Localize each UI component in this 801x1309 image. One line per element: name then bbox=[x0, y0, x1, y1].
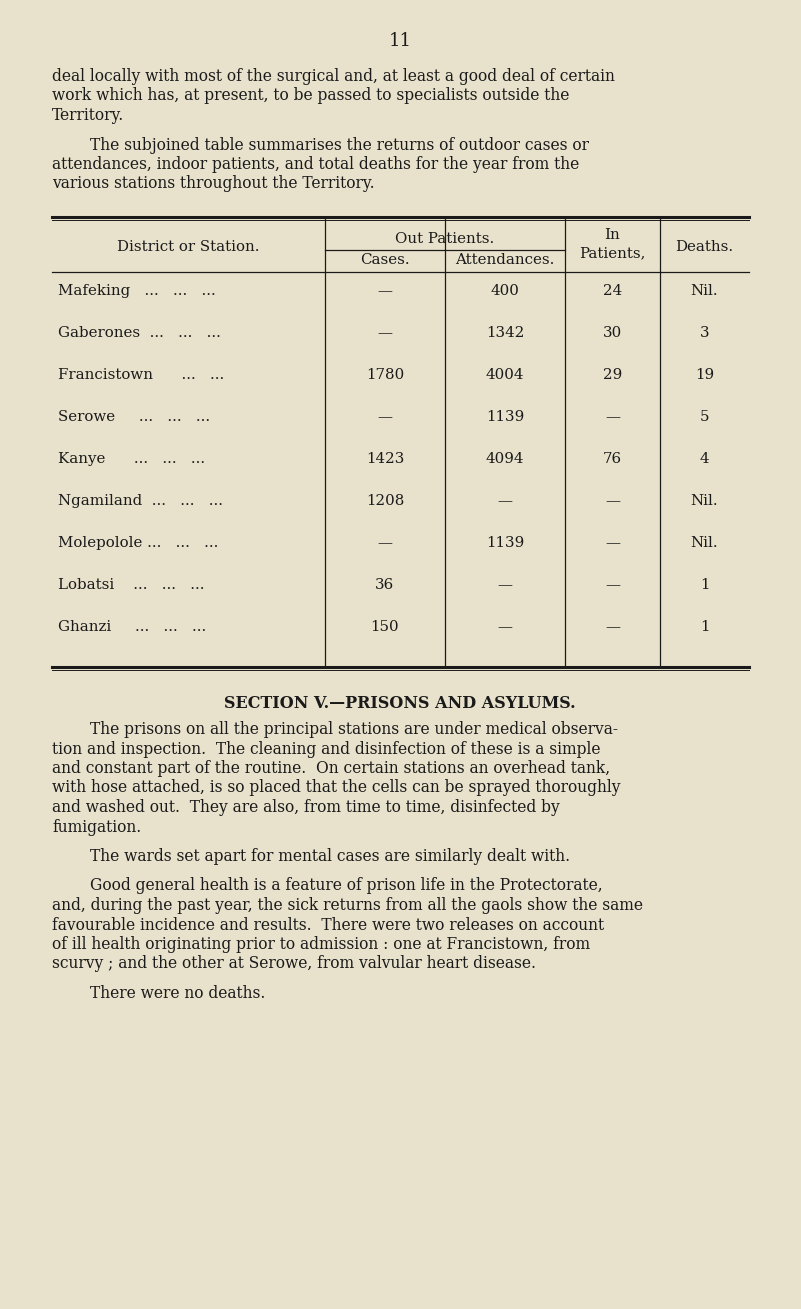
Text: deal locally with most of the surgical and, at least a good deal of certain: deal locally with most of the surgical a… bbox=[52, 68, 615, 85]
Text: favourable incidence and results.  There were two releases on account: favourable incidence and results. There … bbox=[52, 916, 604, 933]
Text: Serowe     ...   ...   ...: Serowe ... ... ... bbox=[58, 410, 210, 424]
Text: Nil.: Nil. bbox=[690, 535, 718, 550]
Text: —: — bbox=[377, 535, 392, 550]
Text: Gaberones  ...   ...   ...: Gaberones ... ... ... bbox=[58, 326, 221, 340]
Text: 1780: 1780 bbox=[366, 368, 405, 382]
Text: Attendances.: Attendances. bbox=[455, 253, 554, 267]
Text: —: — bbox=[605, 493, 620, 508]
Text: Ngamiland  ...   ...   ...: Ngamiland ... ... ... bbox=[58, 493, 223, 508]
Text: —: — bbox=[497, 579, 513, 592]
Text: 76: 76 bbox=[603, 452, 622, 466]
Text: —: — bbox=[605, 579, 620, 592]
Text: 29: 29 bbox=[603, 368, 622, 382]
Text: —: — bbox=[377, 410, 392, 424]
Text: The subjoined table summarises the returns of outdoor cases or: The subjoined table summarises the retur… bbox=[90, 136, 589, 153]
Text: Molepolole ...   ...   ...: Molepolole ... ... ... bbox=[58, 535, 219, 550]
Text: Kanye      ...   ...   ...: Kanye ... ... ... bbox=[58, 452, 205, 466]
Text: Good general health is a feature of prison life in the Protectorate,: Good general health is a feature of pris… bbox=[90, 877, 602, 894]
Text: scurvy ; and the other at Serowe, from valvular heart disease.: scurvy ; and the other at Serowe, from v… bbox=[52, 956, 536, 973]
Text: The prisons on all the principal stations are under medical observa-: The prisons on all the principal station… bbox=[90, 721, 618, 738]
Text: Nil.: Nil. bbox=[690, 493, 718, 508]
Text: 19: 19 bbox=[695, 368, 714, 382]
Text: fumigation.: fumigation. bbox=[52, 818, 141, 835]
Text: —: — bbox=[605, 535, 620, 550]
Text: 4094: 4094 bbox=[485, 452, 524, 466]
Text: attendances, indoor patients, and total deaths for the year from the: attendances, indoor patients, and total … bbox=[52, 156, 579, 173]
Text: tion and inspection.  The cleaning and disinfection of these is a simple: tion and inspection. The cleaning and di… bbox=[52, 741, 601, 758]
Text: 1423: 1423 bbox=[366, 452, 405, 466]
Text: Francistown      ...   ...: Francistown ... ... bbox=[58, 368, 224, 382]
Text: Out Patients.: Out Patients. bbox=[396, 232, 495, 246]
Text: In
Patients,: In Patients, bbox=[579, 228, 646, 260]
Text: 1: 1 bbox=[700, 620, 709, 634]
Text: There were no deaths.: There were no deaths. bbox=[90, 984, 265, 1001]
Text: of ill health originating prior to admission : one at Francistown, from: of ill health originating prior to admis… bbox=[52, 936, 590, 953]
Text: 5: 5 bbox=[700, 410, 709, 424]
Text: 1139: 1139 bbox=[486, 410, 524, 424]
Text: District or Station.: District or Station. bbox=[117, 240, 260, 254]
Text: —: — bbox=[377, 284, 392, 298]
Text: 24: 24 bbox=[603, 284, 622, 298]
Text: work which has, at present, to be passed to specialists outside the: work which has, at present, to be passed… bbox=[52, 88, 570, 105]
Text: Nil.: Nil. bbox=[690, 284, 718, 298]
Text: and washed out.  They are also, from time to time, disinfected by: and washed out. They are also, from time… bbox=[52, 798, 560, 816]
Text: Territory.: Territory. bbox=[52, 107, 124, 124]
Text: —: — bbox=[497, 620, 513, 634]
Text: 36: 36 bbox=[376, 579, 395, 592]
Text: 400: 400 bbox=[490, 284, 519, 298]
Text: and constant part of the routine.  On certain stations an overhead tank,: and constant part of the routine. On cer… bbox=[52, 761, 610, 778]
Text: The wards set apart for mental cases are similarly dealt with.: The wards set apart for mental cases are… bbox=[90, 848, 570, 865]
Text: 4004: 4004 bbox=[485, 368, 524, 382]
Text: 1139: 1139 bbox=[486, 535, 524, 550]
Text: 11: 11 bbox=[388, 31, 412, 50]
Text: Cases.: Cases. bbox=[360, 253, 410, 267]
Text: Deaths.: Deaths. bbox=[675, 240, 734, 254]
Text: Mafeking   ...   ...   ...: Mafeking ... ... ... bbox=[58, 284, 215, 298]
Text: 4: 4 bbox=[700, 452, 710, 466]
Text: —: — bbox=[605, 410, 620, 424]
Text: 30: 30 bbox=[603, 326, 622, 340]
Text: 150: 150 bbox=[371, 620, 400, 634]
Text: —: — bbox=[377, 326, 392, 340]
Text: various stations throughout the Territory.: various stations throughout the Territor… bbox=[52, 175, 375, 192]
Text: 3: 3 bbox=[700, 326, 710, 340]
Text: SECTION V.—PRISONS AND ASYLUMS.: SECTION V.—PRISONS AND ASYLUMS. bbox=[224, 695, 576, 712]
Text: Lobatsi    ...   ...   ...: Lobatsi ... ... ... bbox=[58, 579, 204, 592]
Text: 1208: 1208 bbox=[366, 493, 405, 508]
Text: with hose attached, is so placed that the cells can be sprayed thoroughly: with hose attached, is so placed that th… bbox=[52, 779, 621, 796]
Text: Ghanzi     ...   ...   ...: Ghanzi ... ... ... bbox=[58, 620, 206, 634]
Text: —: — bbox=[497, 493, 513, 508]
Text: and, during the past year, the sick returns from all the gaols show the same: and, during the past year, the sick retu… bbox=[52, 897, 643, 914]
Text: 1342: 1342 bbox=[486, 326, 524, 340]
Text: —: — bbox=[605, 620, 620, 634]
Text: 1: 1 bbox=[700, 579, 709, 592]
